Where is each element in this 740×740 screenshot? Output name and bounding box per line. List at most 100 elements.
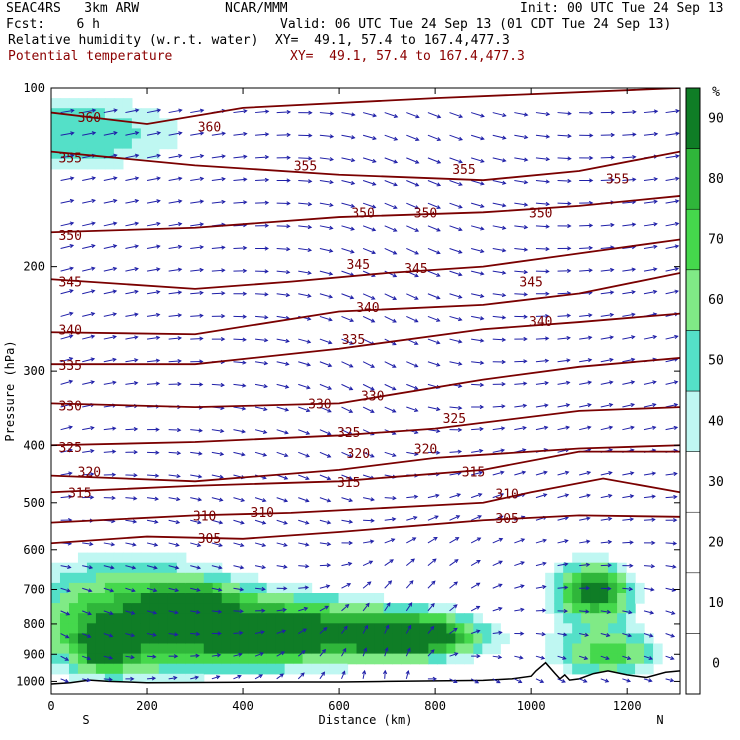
wind-arrowhead <box>606 609 612 614</box>
rh-cell <box>554 613 564 624</box>
wind-vector <box>190 497 202 501</box>
wind-vector <box>427 361 440 367</box>
wind-vector <box>319 451 331 458</box>
wind-vector <box>190 315 203 317</box>
rh-cell <box>51 562 61 574</box>
wind-vector <box>405 648 411 657</box>
wind-arrowhead <box>407 624 412 630</box>
wind-arrowhead <box>545 179 551 184</box>
rh-cell <box>176 582 187 594</box>
rh-cell <box>68 673 79 685</box>
rh-cell <box>230 603 241 614</box>
wind-arrowhead <box>90 448 95 454</box>
rh-cell <box>239 593 250 604</box>
wind-vector <box>449 652 458 657</box>
rh-cell <box>257 593 268 604</box>
wind-vector <box>449 270 462 276</box>
rh-cell <box>149 108 160 119</box>
wind-vector <box>319 338 332 344</box>
colorbar-label: 20 <box>708 536 724 551</box>
rh-cell <box>221 613 232 624</box>
wind-arrowhead <box>652 380 657 385</box>
rh-cell <box>482 623 492 634</box>
wind-arrowhead <box>628 586 634 592</box>
wind-arrowhead <box>108 677 113 682</box>
wind-vector <box>60 312 73 317</box>
rh-cell <box>131 593 142 604</box>
wind-vector <box>427 537 438 544</box>
wind-vector <box>362 134 377 140</box>
wind-arrowhead <box>70 108 75 113</box>
rh-cell <box>86 673 97 685</box>
wind-vector <box>319 202 333 206</box>
wind-vector <box>643 200 657 204</box>
wind-vector <box>514 655 523 659</box>
wind-vector <box>622 358 635 363</box>
rh-cell <box>86 138 97 150</box>
wind-vector <box>168 519 180 524</box>
rh-cell <box>122 633 133 645</box>
rh-cell <box>626 643 636 655</box>
rh-cell <box>51 663 61 675</box>
theta-contour-label: 350 <box>529 206 552 221</box>
wind-arrowhead <box>587 358 593 363</box>
wind-arrowhead <box>283 520 288 525</box>
wind-arrowhead <box>430 649 435 654</box>
wind-vector <box>492 427 505 431</box>
wind-vector <box>146 677 156 680</box>
wind-arrowhead <box>348 540 354 546</box>
wind-arrowhead <box>476 653 481 659</box>
wind-vector <box>622 633 632 637</box>
rh-cell <box>545 572 555 584</box>
wind-vector <box>341 361 353 368</box>
wind-vector <box>470 582 480 589</box>
wind-vector <box>427 180 441 186</box>
wind-arrowhead <box>217 609 223 614</box>
wind-vector <box>665 655 674 660</box>
wind-arrowhead <box>258 674 264 679</box>
wind-arrowhead <box>670 633 676 638</box>
rh-cell <box>158 653 169 665</box>
wind-arrowhead <box>393 113 399 118</box>
wind-arrowhead <box>673 494 678 500</box>
rh-cell <box>626 633 636 645</box>
wind-arrowhead <box>134 335 139 340</box>
wind-vector <box>190 269 203 272</box>
wind-arrowhead <box>500 448 506 453</box>
rh-cell <box>149 613 160 624</box>
wind-arrowhead <box>589 155 594 161</box>
wind-vector <box>579 540 590 544</box>
wind-vector <box>341 112 355 116</box>
wind-vector <box>535 633 545 635</box>
rh-cell <box>284 633 295 645</box>
rh-cell <box>644 633 654 645</box>
wind-vector <box>427 157 441 164</box>
wind-arrowhead <box>674 221 680 226</box>
wind-arrowhead <box>502 135 507 140</box>
rh-cell <box>401 653 412 665</box>
wind-vector <box>190 587 200 592</box>
wind-arrowhead <box>134 358 139 363</box>
theta-contour-label: 320 <box>414 442 437 457</box>
wind-arrowhead <box>286 132 291 137</box>
wind-vector <box>190 474 202 478</box>
wind-vector <box>60 587 71 592</box>
wind-vector <box>471 450 483 453</box>
wind-vector <box>276 497 288 502</box>
wind-vector <box>665 267 679 272</box>
wind-vector <box>535 493 547 499</box>
theta-contour-label: 350 <box>58 229 81 244</box>
wind-arrowhead <box>431 580 436 585</box>
wind-arrowhead <box>632 109 637 115</box>
wind-vector <box>406 315 418 323</box>
rh-cell <box>176 552 187 564</box>
wind-vector <box>319 429 331 435</box>
wind-vector <box>146 610 157 614</box>
wind-vector <box>254 406 267 411</box>
wind-vector <box>535 225 549 228</box>
wind-arrowhead <box>414 228 420 232</box>
wind-vector <box>665 473 677 476</box>
rh-cell <box>51 158 61 170</box>
wind-vector <box>622 336 635 340</box>
rh-cell <box>446 623 456 634</box>
